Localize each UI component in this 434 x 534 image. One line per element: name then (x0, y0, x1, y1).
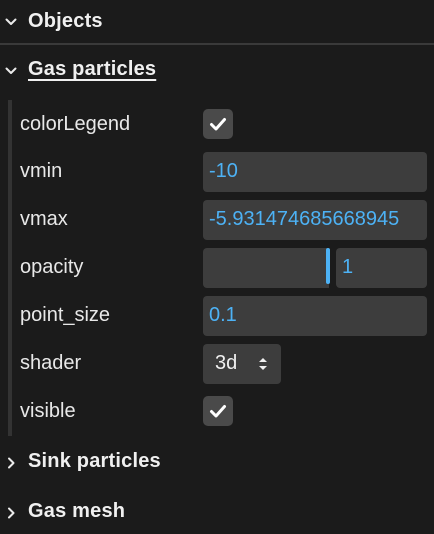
shader-select[interactable]: 3d (203, 344, 281, 384)
visible-checkbox[interactable] (203, 396, 233, 426)
opacity-value-input[interactable]: 1 (336, 248, 427, 288)
vmax-input[interactable]: -5.931474685668945 (203, 200, 427, 240)
opacity-slider-handle[interactable] (326, 248, 330, 284)
folder-indent-bar (8, 100, 12, 436)
control-label: vmax (20, 208, 68, 230)
folder-header-gas-particles[interactable]: Gas particles (0, 52, 434, 92)
control-row-vmax: vmax -5.931474685668945 (12, 196, 434, 244)
checkmark-icon (210, 405, 226, 418)
up-down-arrows-icon (259, 358, 267, 370)
control-row-colorlegend: colorLegend (12, 101, 434, 149)
folder-header-sink-particles[interactable]: Sink particles (0, 444, 434, 484)
folder-title: Gas mesh (28, 500, 126, 522)
control-label: opacity (20, 256, 84, 278)
folder-header-objects[interactable]: Objects (0, 0, 434, 44)
folder-header-gas-mesh[interactable]: Gas mesh (0, 494, 434, 534)
control-row-point-size: point_size 0.1 (12, 292, 434, 340)
chevron-down-icon (5, 65, 17, 77)
folder-title: Sink particles (28, 450, 161, 472)
control-label: shader (20, 352, 82, 374)
colorlegend-checkbox[interactable] (203, 109, 233, 139)
chevron-down-icon (5, 16, 17, 28)
control-row-vmin: vmin -10 (12, 148, 434, 196)
folder-title: Objects (28, 10, 103, 32)
control-row-shader: shader 3d (12, 340, 434, 388)
control-row-visible: visible (12, 388, 434, 436)
control-label: vmin (20, 160, 63, 182)
checkmark-icon (210, 118, 226, 131)
shader-selected-value: 3d (215, 352, 238, 374)
opacity-slider[interactable] (203, 248, 329, 288)
vmin-input[interactable]: -10 (203, 152, 427, 192)
chevron-right-icon (5, 507, 17, 519)
control-row-opacity: opacity 1 (12, 244, 434, 292)
point-size-input[interactable]: 0.1 (203, 296, 427, 336)
control-label: colorLegend (20, 113, 131, 135)
divider (0, 43, 434, 45)
control-label: point_size (20, 304, 111, 326)
folder-title: Gas particles (28, 58, 157, 80)
chevron-right-icon (5, 457, 17, 469)
control-label: visible (20, 400, 76, 422)
